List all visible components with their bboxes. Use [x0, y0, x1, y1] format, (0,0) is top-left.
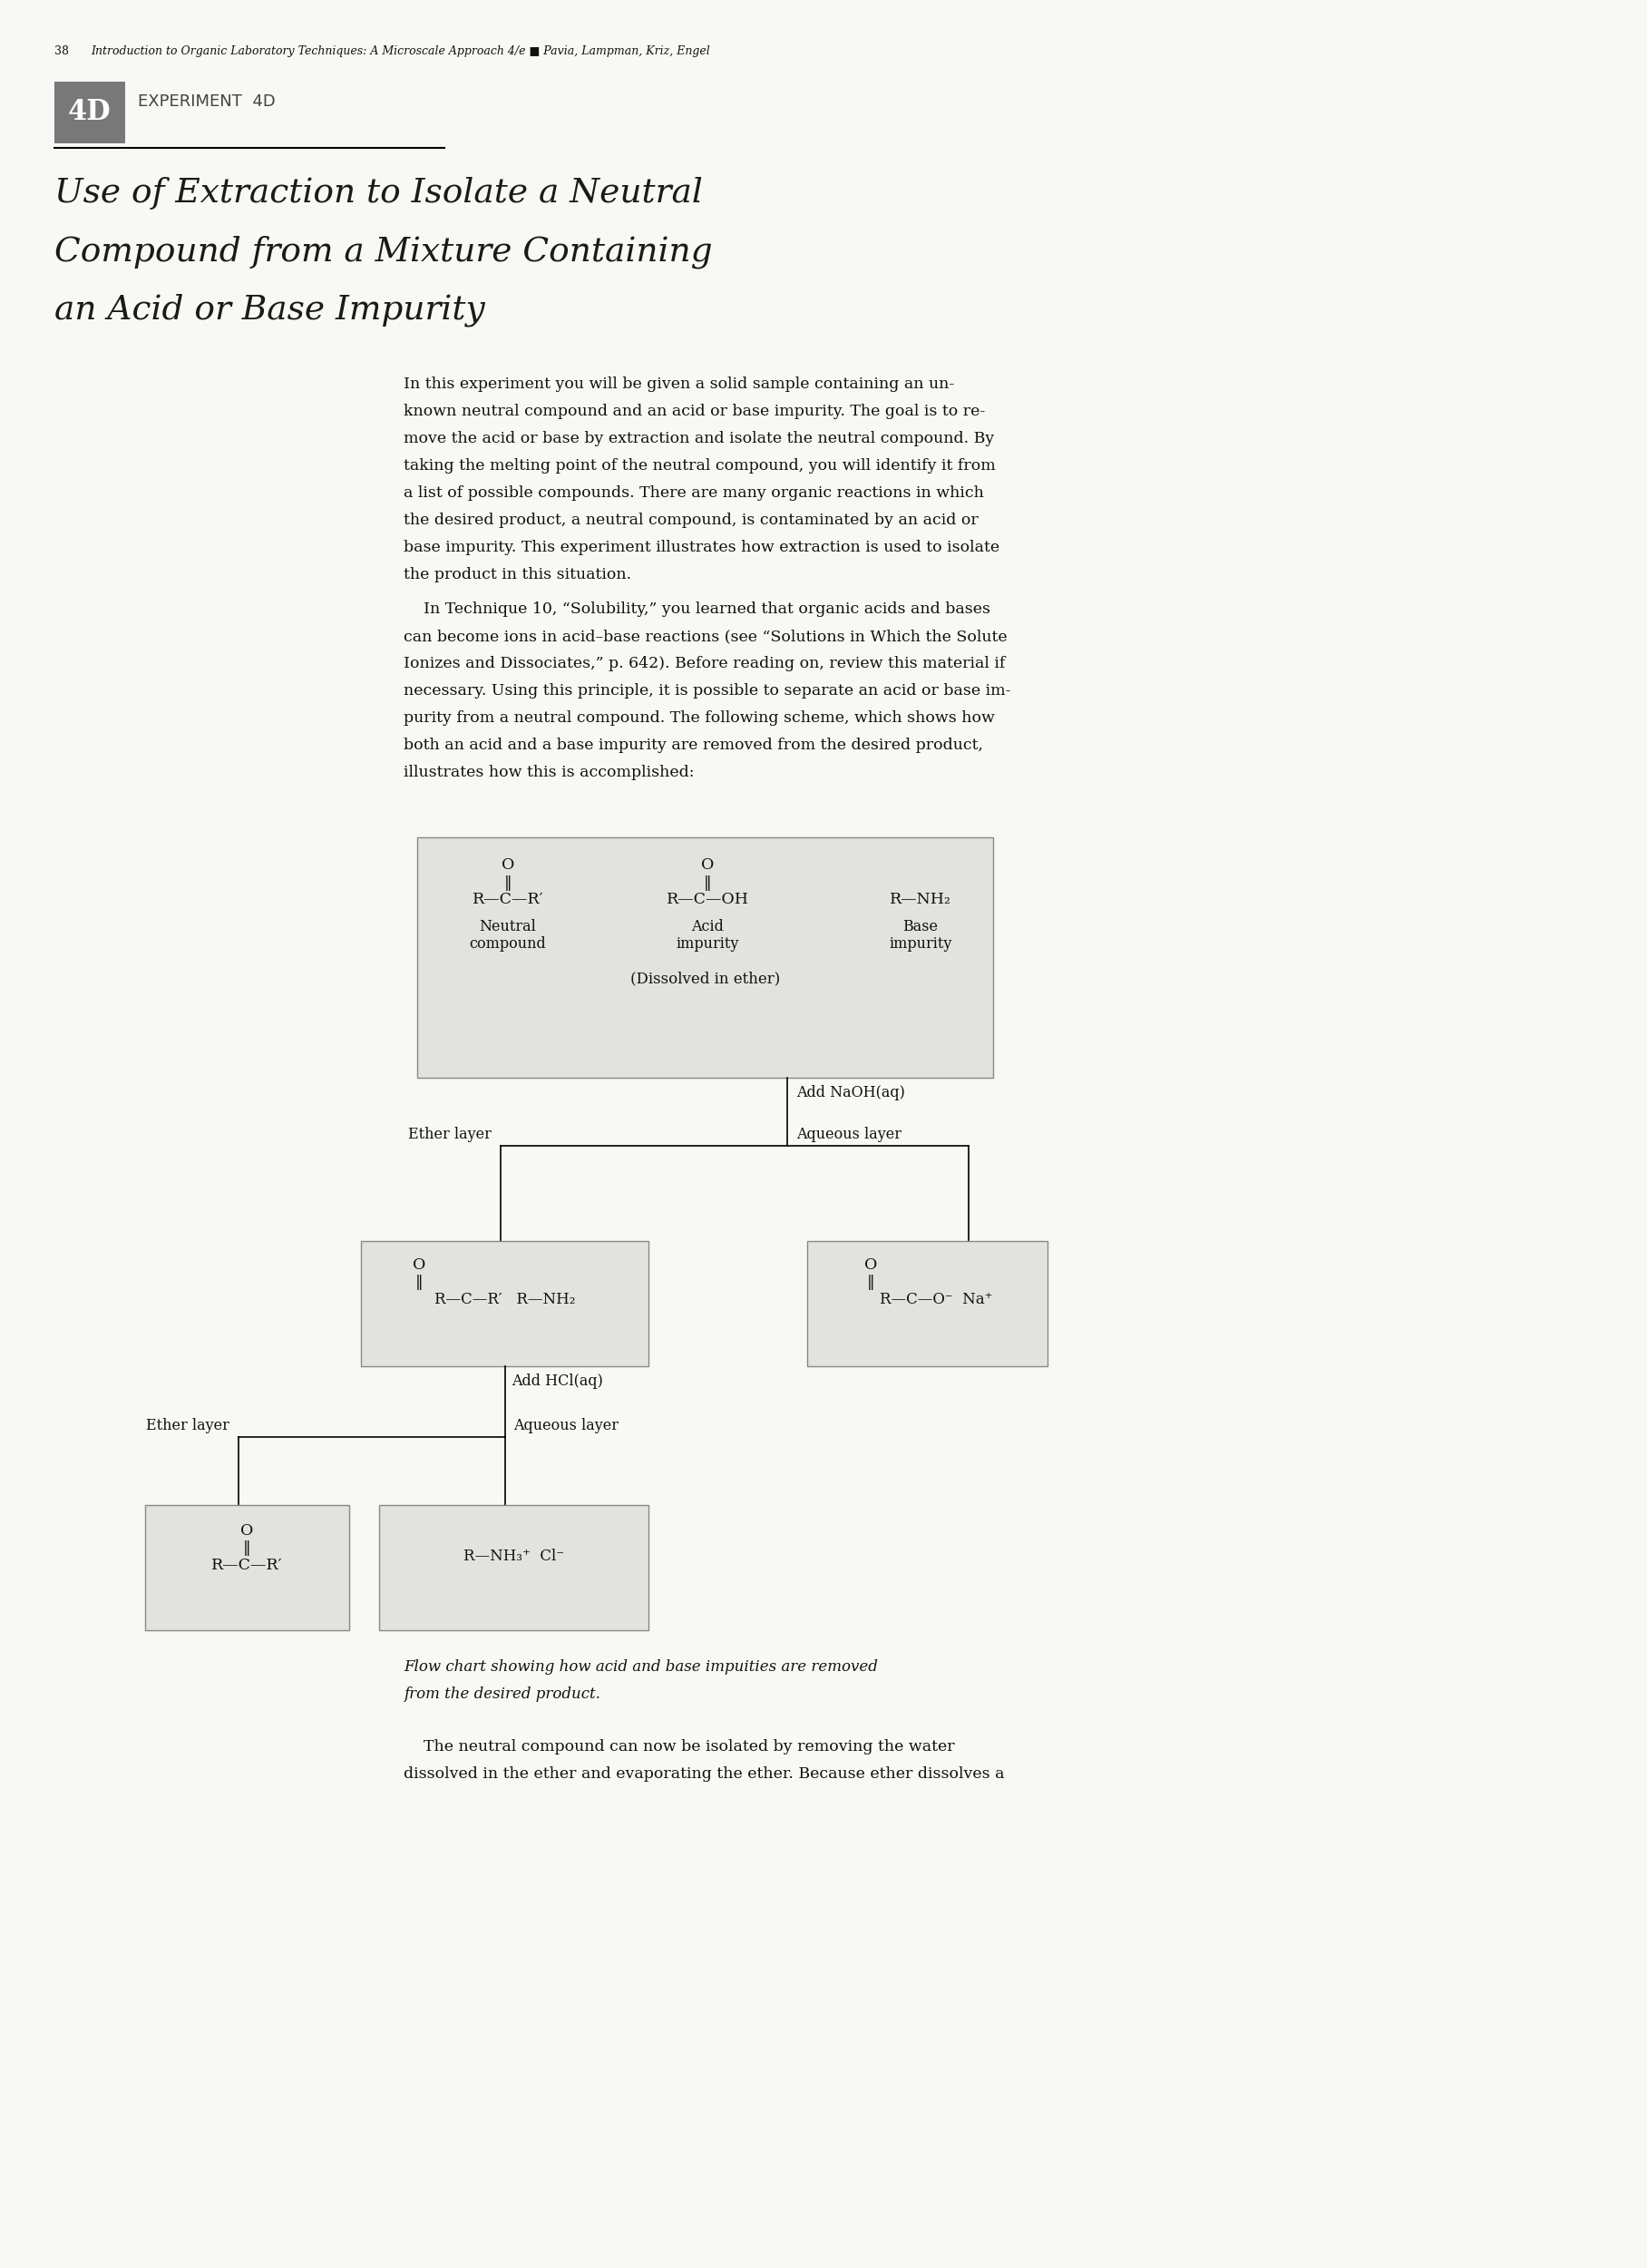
Text: Aqueous layer: Aqueous layer: [514, 1418, 619, 1433]
Text: Compound from a Mixture Containing: Compound from a Mixture Containing: [54, 236, 713, 268]
Text: R—C—O⁻  Na⁺: R—C—O⁻ Na⁺: [879, 1293, 993, 1306]
Text: In Technique 10, “Solubility,” you learned that organic acids and bases: In Technique 10, “Solubility,” you learn…: [404, 601, 990, 617]
Text: can become ions in acid–base reactions (see “Solutions in Which the Solute: can become ions in acid–base reactions (…: [404, 628, 1008, 644]
Text: the product in this situation.: the product in this situation.: [404, 567, 631, 583]
Text: Aqueous layer: Aqueous layer: [796, 1127, 901, 1143]
Text: Add NaOH(aq): Add NaOH(aq): [796, 1084, 904, 1100]
Text: Use of Extraction to Isolate a Neutral: Use of Extraction to Isolate a Neutral: [54, 177, 703, 209]
Text: R—C—R′   R—NH₂: R—C—R′ R—NH₂: [435, 1293, 575, 1306]
Text: O: O: [501, 857, 514, 873]
Text: impurity: impurity: [889, 937, 952, 953]
Bar: [361, 1241, 649, 1365]
Text: O: O: [702, 857, 713, 873]
Text: dissolved in the ether and evaporating the ether. Because ether dissolves a: dissolved in the ether and evaporating t…: [404, 1767, 1005, 1783]
Text: (Dissolved in ether): (Dissolved in ether): [631, 971, 781, 987]
Bar: [807, 1241, 1047, 1365]
Text: Introduction to Organic Laboratory Techniques: A Microscale Approach 4/e ■ Pavia: Introduction to Organic Laboratory Techn…: [91, 45, 710, 57]
Text: ‖: ‖: [504, 875, 512, 891]
Text: illustrates how this is accomplished:: illustrates how this is accomplished:: [404, 764, 695, 780]
Text: taking the melting point of the neutral compound, you will identify it from: taking the melting point of the neutral …: [404, 458, 995, 474]
Text: ‖: ‖: [703, 875, 712, 891]
Bar: [145, 1506, 349, 1631]
Text: purity from a neutral compound. The following scheme, which shows how: purity from a neutral compound. The foll…: [404, 710, 995, 726]
Text: Acid: Acid: [692, 919, 723, 934]
Text: R—NH₃⁺  Cl⁻: R—NH₃⁺ Cl⁻: [463, 1549, 565, 1565]
Text: Base: Base: [903, 919, 939, 934]
Text: base impurity. This experiment illustrates how extraction is used to isolate: base impurity. This experiment illustrat…: [404, 540, 1000, 556]
Text: from the desired product.: from the desired product.: [404, 1687, 600, 1701]
Text: Ionizes and Dissociates,” p. 642). Before reading on, review this material if: Ionizes and Dissociates,” p. 642). Befor…: [404, 655, 1005, 671]
Text: Flow chart showing how acid and base impuities are removed: Flow chart showing how acid and base imp…: [404, 1660, 878, 1674]
Text: the desired product, a neutral compound, is contaminated by an acid or: the desired product, a neutral compound,…: [404, 513, 978, 528]
Text: O: O: [412, 1256, 425, 1272]
Text: impurity: impurity: [675, 937, 740, 953]
Text: R—NH₂: R—NH₂: [889, 891, 952, 907]
Text: O: O: [865, 1256, 878, 1272]
Text: The neutral compound can now be isolated by removing the water: The neutral compound can now be isolated…: [404, 1740, 955, 1755]
Text: R—C—OH: R—C—OH: [665, 891, 749, 907]
Text: known neutral compound and an acid or base impurity. The goal is to re-: known neutral compound and an acid or ba…: [404, 404, 985, 420]
Bar: [417, 837, 993, 1077]
Bar: [54, 82, 125, 143]
Text: Ether layer: Ether layer: [408, 1127, 491, 1143]
Text: O: O: [240, 1524, 254, 1538]
Text: an Acid or Base Impurity: an Acid or Base Impurity: [54, 293, 484, 327]
Text: 38: 38: [54, 45, 69, 57]
Text: R—C—R′: R—C—R′: [211, 1558, 283, 1574]
Text: necessary. Using this principle, it is possible to separate an acid or base im-: necessary. Using this principle, it is p…: [404, 683, 1011, 699]
Text: Add HCl(aq): Add HCl(aq): [512, 1374, 603, 1388]
Text: compound: compound: [469, 937, 547, 953]
Text: In this experiment you will be given a solid sample containing an un-: In this experiment you will be given a s…: [404, 376, 954, 392]
Text: both an acid and a base impurity are removed from the desired product,: both an acid and a base impurity are rem…: [404, 737, 983, 753]
Text: R—C—R′: R—C—R′: [473, 891, 544, 907]
Text: ‖: ‖: [415, 1275, 423, 1290]
Text: Ether layer: Ether layer: [147, 1418, 229, 1433]
Bar: [379, 1506, 649, 1631]
Text: move the acid or base by extraction and isolate the neutral compound. By: move the acid or base by extraction and …: [404, 431, 995, 447]
Text: ‖: ‖: [866, 1275, 875, 1290]
Text: ‖: ‖: [244, 1540, 250, 1556]
Text: 4D: 4D: [68, 98, 112, 127]
Text: Neutral: Neutral: [479, 919, 537, 934]
Text: EXPERIMENT  4D: EXPERIMENT 4D: [138, 93, 275, 109]
Text: a list of possible compounds. There are many organic reactions in which: a list of possible compounds. There are …: [404, 485, 983, 501]
